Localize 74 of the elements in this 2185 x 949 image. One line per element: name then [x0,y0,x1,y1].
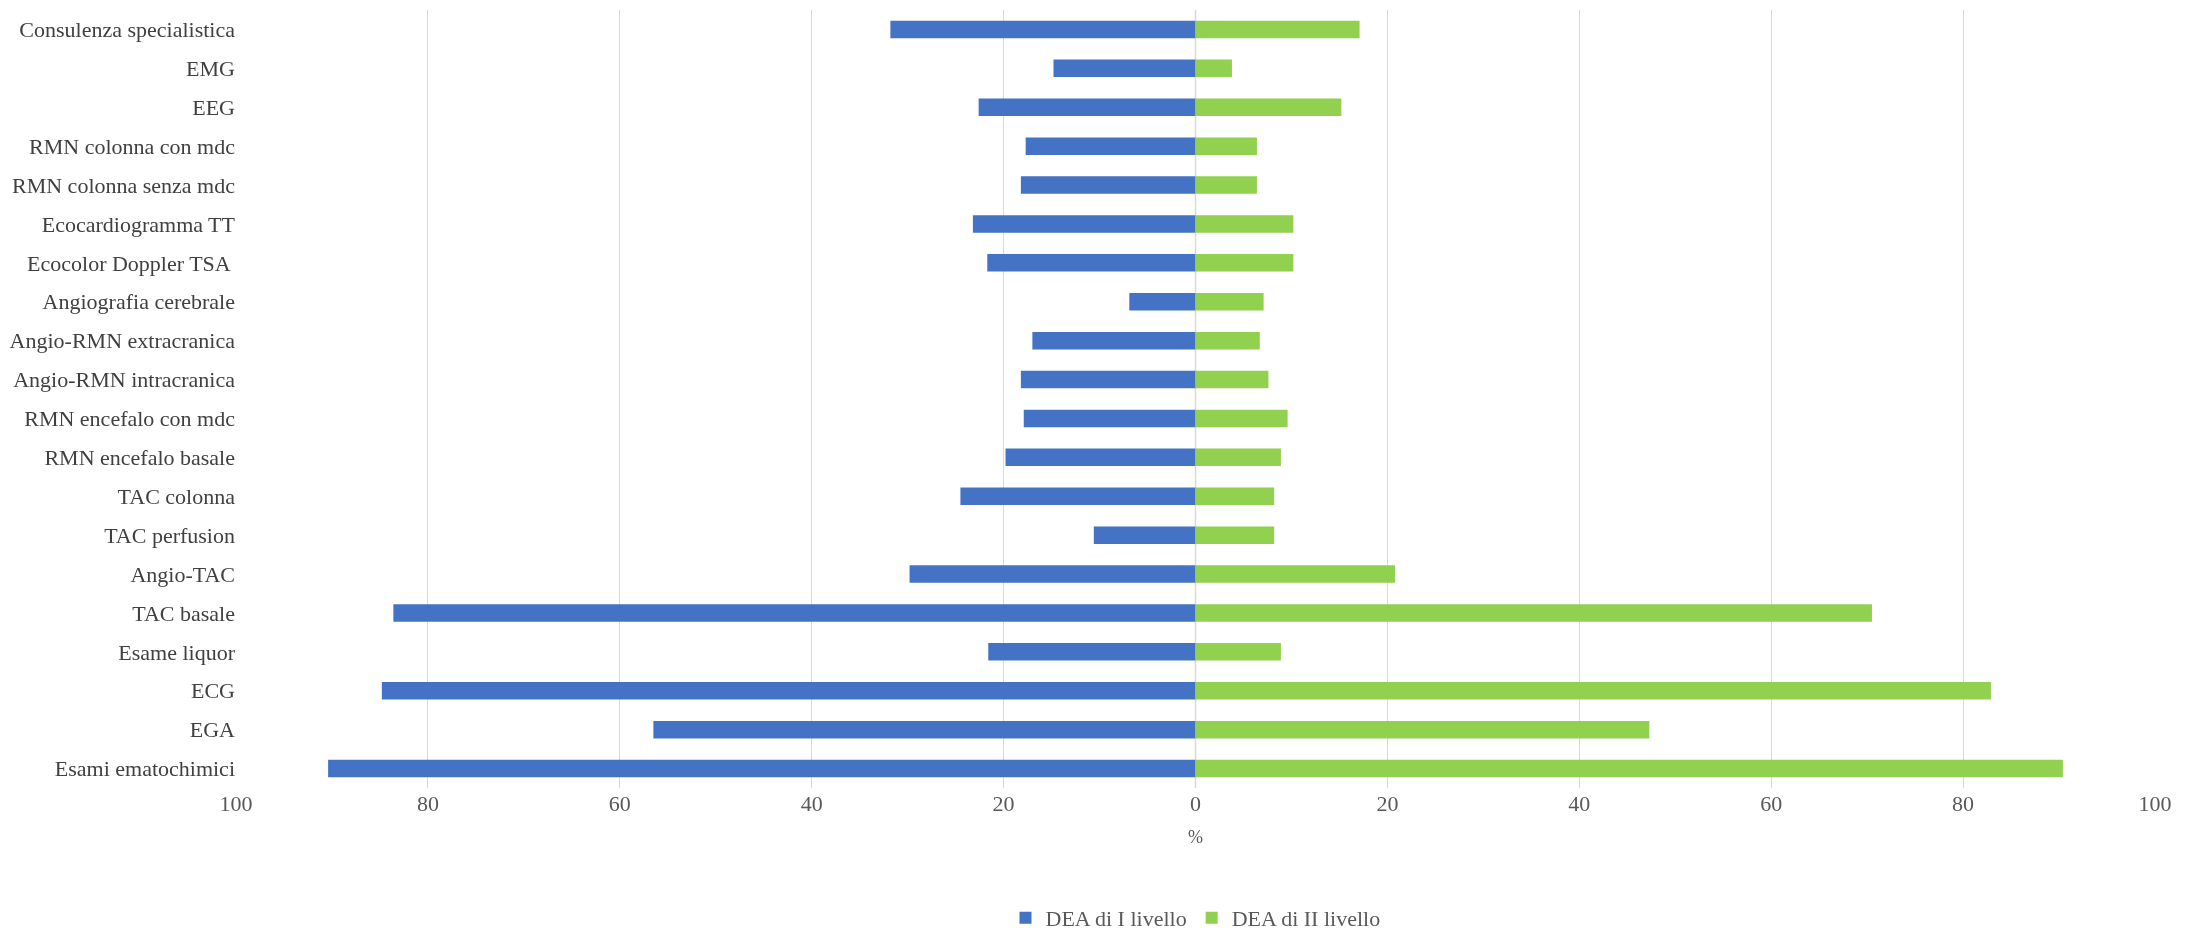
bar [1195,20,1360,39]
y-tick-label: RMN colonna con mdc [29,133,236,159]
x-tick-label: 80 [416,791,439,816]
x-tick-label: 60 [1760,791,1783,816]
bar [1195,254,1294,272]
x-tick-label: 40 [1568,791,1591,816]
x-tick-label: 0 [1190,791,1201,816]
bar [1195,176,1257,194]
y-tick-label: ECG [191,678,236,704]
x-tick-label: 100 [2138,791,2172,816]
bar [1195,215,1294,233]
bar [987,254,1196,272]
bar [1005,448,1196,467]
bar [1195,565,1396,583]
bar [909,565,1196,583]
bar [393,604,1196,622]
y-tick-label: TAC basale [132,600,235,626]
bar [1195,409,1288,428]
bar [1195,137,1257,155]
bar [1020,370,1196,389]
bar [1195,59,1232,78]
bar [1195,526,1275,544]
bar [1195,98,1342,116]
bar [972,215,1196,233]
y-tick-label: Angio-TAC [130,561,235,587]
bar [1195,720,1650,739]
y-tick-label: Ecocolor Doppler TSA [27,250,235,276]
bar [1032,331,1196,350]
y-tick-label: Angio-RMN extracranica [9,328,236,354]
bar [1093,526,1196,544]
bar [1195,682,1991,700]
bar [1023,409,1196,428]
bar [1195,370,1269,389]
bar [1025,137,1196,155]
y-tick-label: RMN encefalo con mdc [24,406,236,432]
y-tick-label: Angio-RMN intracranica [13,367,236,393]
x-tick-label: 20 [1376,791,1399,816]
bar [1195,604,1872,622]
x-axis-title: % [1188,827,1203,848]
y-tick-label: TAC colonna [117,483,236,509]
bar [988,643,1196,661]
bar [960,487,1196,505]
y-tick-label: Esame liquor [118,639,236,665]
y-tick-label: Consulenza specialistica [19,17,236,43]
bar [1195,331,1260,350]
bar [328,759,1196,778]
y-tick-label: Esami ematochimici [54,756,235,782]
bar [1195,293,1264,311]
y-tick-label: Angiografia cerebrale [42,289,235,315]
bar [1195,487,1275,505]
y-tick-label: EEG [192,94,236,120]
x-tick-label: 40 [800,791,823,816]
bar [1020,176,1196,194]
x-tick-label: 100 [219,791,253,816]
y-tick-label: EMG [186,56,236,82]
y-tick-label: RMN encefalo basale [44,445,235,471]
bar [1053,59,1196,78]
bar [1129,293,1196,311]
bar [978,98,1196,116]
y-tick-label: EGA [189,717,236,743]
x-tick-label: 80 [1952,791,1975,816]
legend-label: DEA di I livello [1045,906,1187,932]
bar [653,720,1196,739]
y-tick-label: Ecocardiogramma TT [41,211,236,237]
y-tick-label: TAC perfusion [104,522,235,548]
y-tick-label: RMN colonna senza mdc [12,172,236,198]
x-tick-label: 60 [608,791,631,816]
bar [1195,643,1281,661]
legend-label: DEA di II livello [1231,906,1381,932]
bar [381,682,1196,700]
bar [1195,448,1281,467]
bar [1195,759,2063,778]
bar [890,20,1196,39]
x-tick-label: 20 [992,791,1015,816]
